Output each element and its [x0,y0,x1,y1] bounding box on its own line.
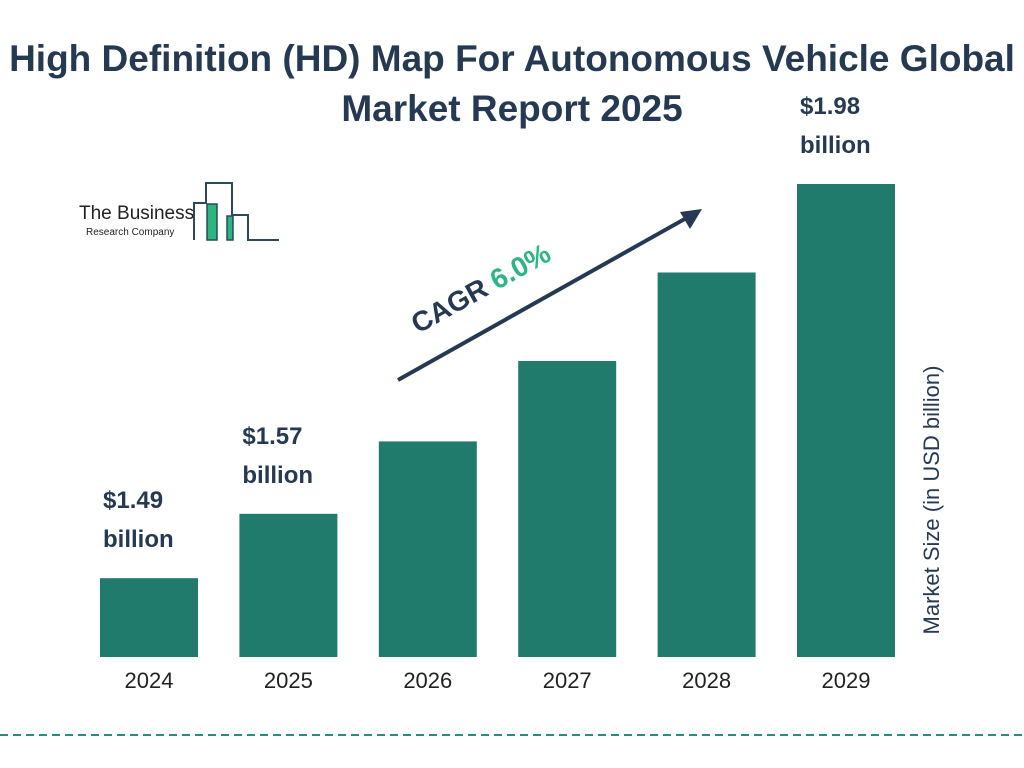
data-label-value: $1.57 [242,423,302,450]
data-label-unit: billion [242,462,313,489]
logo-text-line2: Research Company [86,227,175,238]
chart-title: High Definition (HD) Map For Autonomous … [9,38,1015,129]
x-tick-label: 2027 [543,668,592,693]
data-label-value: $1.49 [103,487,163,514]
cagr-value: 6.0% [485,237,556,295]
x-tick-label: 2029 [822,668,871,693]
x-tick-label: 2024 [125,668,174,693]
x-tick-label: 2028 [682,668,731,693]
bar-2025 [239,513,338,657]
bar-2024 [100,578,198,657]
bar-2029 [797,184,895,657]
logo-bar-icon [206,203,218,241]
logo-bar-icon [226,215,234,241]
data-label-unit: billion [103,526,174,553]
bar-2028 [657,272,756,657]
bar-2027 [518,360,617,657]
cagr-arrow-head-icon [680,209,702,229]
x-tick-label: 2026 [403,668,452,693]
logo-buildings-icon [193,182,279,241]
y-axis-label: Market Size (in USD billion) [919,365,944,635]
bar-2026 [378,441,477,657]
logo-text-line1: The Business [79,203,195,224]
data-label-unit: billion [800,132,871,159]
data-label-value: $1.98 [800,93,860,120]
cagr-annotation: CAGR 6.0% [406,237,556,339]
x-tick-label: 2025 [264,668,313,693]
cagr-arrow-line [397,214,691,382]
